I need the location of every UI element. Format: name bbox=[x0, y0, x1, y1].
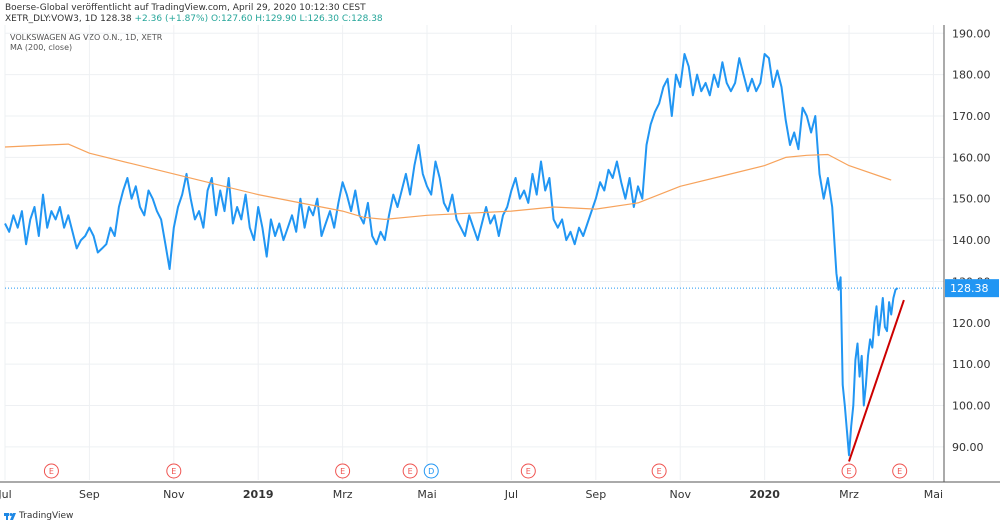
earnings-marker[interactable] bbox=[892, 463, 908, 479]
earnings-marker-label: E bbox=[171, 467, 176, 476]
y-tick-label: 170.00 bbox=[952, 110, 991, 123]
earnings-marker[interactable] bbox=[520, 463, 536, 479]
earnings-marker[interactable] bbox=[335, 463, 351, 479]
earnings-marker-label: E bbox=[408, 467, 413, 476]
x-tick-label: Mrz bbox=[333, 488, 353, 501]
x-tick-label: 2020 bbox=[749, 488, 780, 501]
y-tick-label: 110.00 bbox=[952, 358, 991, 371]
x-tick-label: Nov bbox=[163, 488, 185, 501]
y-tick-label: 180.00 bbox=[952, 69, 991, 82]
symbol-quote: XETR_DLY:VOW3, 1D 128.38 +2.36 (+1.87%) … bbox=[5, 14, 383, 24]
x-tick-label: Mai bbox=[417, 488, 436, 501]
y-tick-label: 120.00 bbox=[952, 317, 991, 330]
last-price-label: 128.38 bbox=[950, 282, 989, 295]
y-tick-label: 140.00 bbox=[952, 234, 991, 247]
x-tick-label: Mai bbox=[924, 488, 943, 501]
footer-brand: TradingView bbox=[19, 511, 74, 521]
earnings-marker-label: E bbox=[897, 467, 902, 476]
series-trendline[interactable] bbox=[848, 299, 905, 462]
dividend-marker[interactable] bbox=[423, 463, 439, 479]
x-tick-label: Sep bbox=[585, 488, 606, 501]
earnings-marker[interactable] bbox=[166, 463, 182, 479]
x-tick-label: Jul bbox=[504, 488, 518, 501]
last-price-box bbox=[945, 279, 999, 298]
earnings-marker[interactable] bbox=[841, 463, 857, 479]
earnings-marker-label: E bbox=[526, 467, 531, 476]
ma-legend[interactable]: MA (200, close) bbox=[10, 43, 73, 52]
y-tick-label: 90.00 bbox=[952, 441, 984, 454]
x-tick-label: 2019 bbox=[243, 488, 274, 501]
ohlc-values: O:127.60 H:129.90 L:126.30 C:128.38 bbox=[210, 14, 383, 24]
earnings-marker-label: E bbox=[49, 467, 54, 476]
earnings-marker-label: E bbox=[340, 467, 345, 476]
y-tick-label: 150.00 bbox=[952, 193, 991, 206]
price-chart[interactable]: 90.00100.00110.00120.00130.00140.00150.0… bbox=[0, 0, 1000, 510]
series-moving_average bbox=[4, 143, 892, 220]
x-tick-label: Sep bbox=[79, 488, 100, 501]
x-tick-label: Mrz bbox=[839, 488, 859, 501]
y-tick-label: 190.00 bbox=[952, 27, 991, 40]
tradingview-logo-icon bbox=[4, 513, 16, 520]
x-tick-label: Jul bbox=[0, 488, 12, 501]
y-tick-label: 100.00 bbox=[952, 400, 991, 413]
price-change: +2.36 (+1.87%) bbox=[134, 14, 209, 24]
earnings-marker-label: E bbox=[657, 467, 662, 476]
footer: TradingView bbox=[4, 510, 73, 522]
earnings-marker[interactable] bbox=[651, 463, 667, 479]
series-price bbox=[4, 53, 899, 457]
dividend-marker-label: D bbox=[428, 467, 434, 476]
x-tick-label: Nov bbox=[670, 488, 692, 501]
earnings-marker-label: E bbox=[847, 467, 852, 476]
publish-info: Boerse-Global veröffentlicht auf Trading… bbox=[5, 3, 366, 13]
earnings-marker[interactable] bbox=[43, 463, 59, 479]
symbol-prefix: XETR_DLY:VOW3, 1D 128.38 bbox=[5, 14, 132, 24]
y-tick-label: 160.00 bbox=[952, 151, 991, 164]
series-legend[interactable]: VOLKSWAGEN AG VZO O.N., 1D, XETR bbox=[10, 33, 163, 42]
earnings-marker[interactable] bbox=[402, 463, 418, 479]
